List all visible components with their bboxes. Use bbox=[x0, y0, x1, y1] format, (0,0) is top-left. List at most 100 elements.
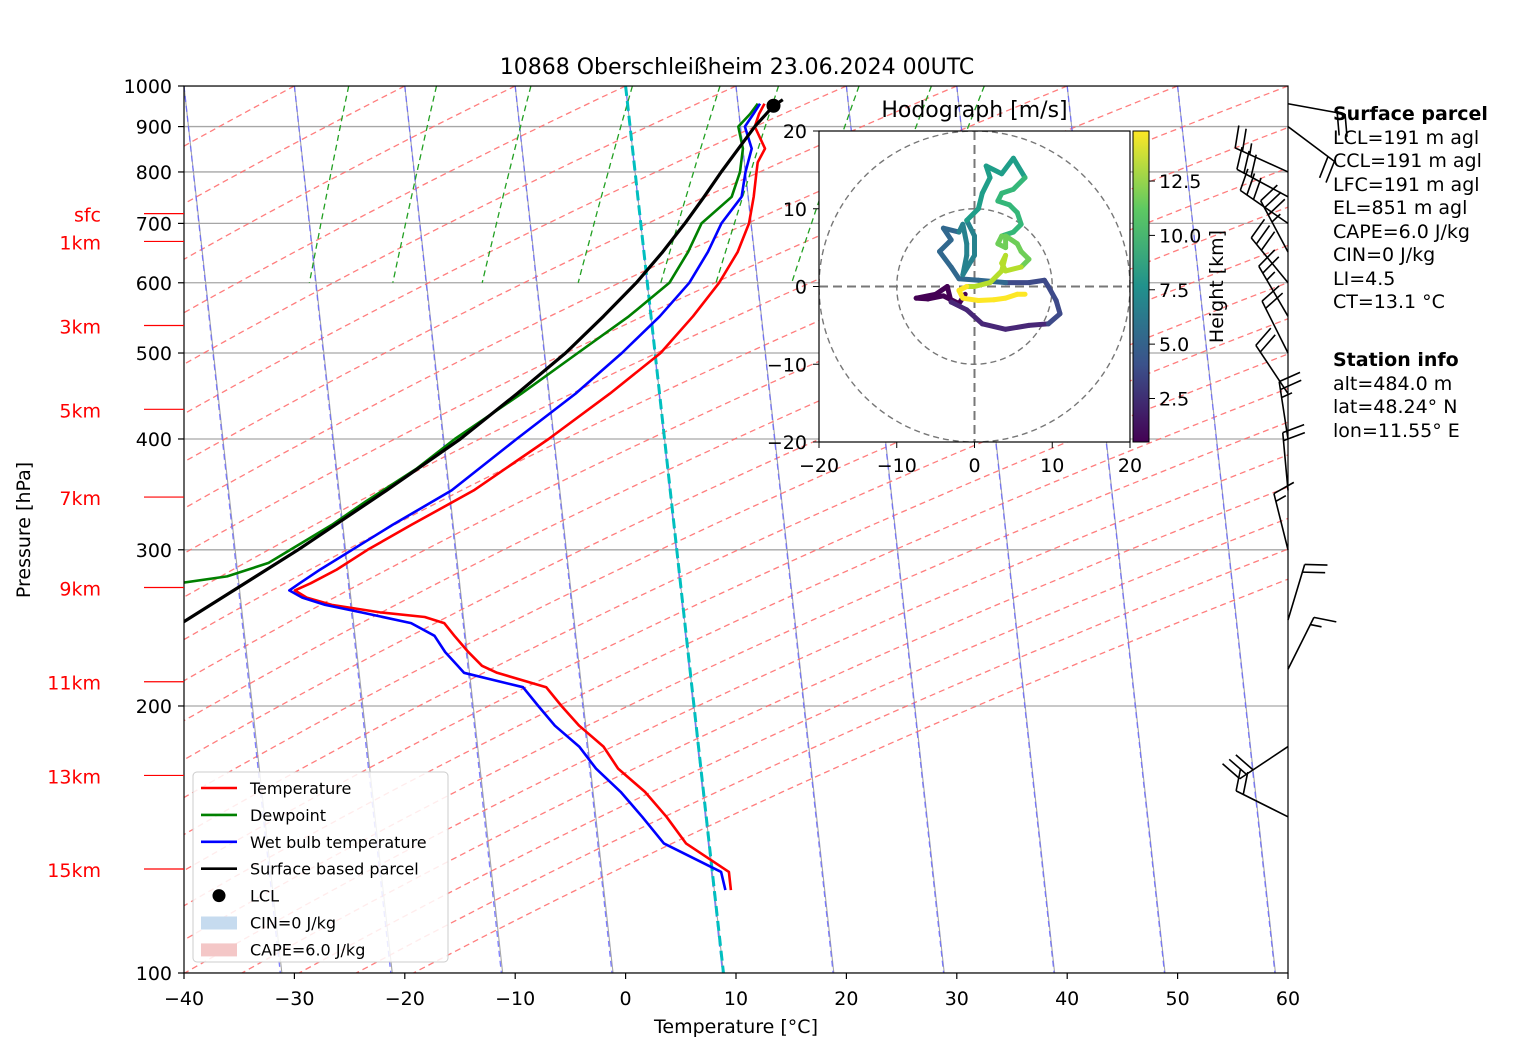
y-tick-label: 300 bbox=[136, 540, 172, 562]
x-tick-label: 20 bbox=[834, 988, 858, 1010]
station-info-title: Station info bbox=[1333, 349, 1460, 373]
wind-barb bbox=[1288, 127, 1334, 162]
legend-swatch bbox=[201, 917, 237, 930]
colorbar-label: Height [km] bbox=[1206, 230, 1228, 343]
wind-barb-flag bbox=[1280, 380, 1301, 389]
legend-label: CIN=0 J/kg bbox=[250, 914, 336, 933]
wind-barb bbox=[1283, 433, 1288, 491]
surface-parcel-panel: Surface parcel LCL=191 m agl CCL=191 m a… bbox=[1333, 103, 1488, 315]
colorbar-tick-label: 7.5 bbox=[1159, 280, 1189, 302]
x-tick-label: 30 bbox=[945, 988, 969, 1010]
hodograph: Hodograph [m/s]−20−20−10−1000101020202.5… bbox=[767, 98, 1228, 477]
x-tick-label: −20 bbox=[385, 988, 425, 1010]
colorbar-tick-label: 2.5 bbox=[1159, 389, 1189, 411]
wind-barb-flag bbox=[1242, 129, 1246, 152]
x-tick-label: 10 bbox=[724, 988, 748, 1010]
height-label: 7km bbox=[59, 488, 101, 510]
hodograph-colorbar bbox=[1133, 131, 1149, 442]
wind-barb-flag bbox=[1250, 143, 1252, 154]
hodograph-y-tick-label: −20 bbox=[767, 432, 807, 454]
wind-barb bbox=[1236, 791, 1288, 817]
y-tick-label: 800 bbox=[136, 162, 172, 184]
legend-label: Wet bulb temperature bbox=[250, 833, 427, 852]
hodograph-y-tick-label: −10 bbox=[767, 354, 807, 376]
legend-label: Temperature bbox=[249, 779, 351, 798]
surface-parcel-line: EL=851 m agl bbox=[1333, 197, 1488, 221]
y-axis-label: Pressure [hPa] bbox=[13, 462, 35, 598]
surface-parcel-line: CIN=0 J/kg bbox=[1333, 244, 1488, 268]
surface-parcel-line: LI=4.5 bbox=[1333, 268, 1488, 292]
legend-label: CAPE=6.0 J/kg bbox=[250, 940, 365, 959]
hodograph-trace bbox=[959, 279, 978, 281]
hodograph-title: Hodograph [m/s] bbox=[881, 98, 1067, 123]
hodograph-x-tick-label: −20 bbox=[799, 455, 839, 477]
height-label: 5km bbox=[59, 400, 101, 422]
height-label: 13km bbox=[47, 766, 101, 788]
wind-barbs bbox=[1223, 104, 1347, 817]
surface-parcel-line: LCL=191 m agl bbox=[1333, 127, 1488, 151]
x-tick-label: −10 bbox=[495, 988, 535, 1010]
mixing-ratio-line bbox=[309, 86, 348, 283]
y-tick-label: 900 bbox=[136, 117, 172, 139]
wind-barb bbox=[1274, 494, 1288, 550]
chart-title: 10868 Oberschleißheim 23.06.2024 00UTC bbox=[500, 55, 975, 80]
height-label: sfc bbox=[74, 205, 101, 227]
hodograph-y-tick-label: 20 bbox=[783, 121, 807, 143]
legend-label: Surface based parcel bbox=[250, 860, 419, 879]
wind-barb bbox=[1288, 564, 1305, 620]
wind-barb-flag bbox=[1320, 157, 1328, 178]
y-tick-label: 700 bbox=[136, 213, 172, 235]
surface-parcel-line: CCL=191 m agl bbox=[1333, 150, 1488, 174]
surface-parcel-line: CAPE=6.0 J/kg bbox=[1333, 221, 1488, 245]
hodograph-y-tick-label: 0 bbox=[795, 277, 807, 299]
x-tick-label: −30 bbox=[274, 988, 314, 1010]
y-tick-label: 600 bbox=[136, 273, 172, 295]
hodograph-trace bbox=[1029, 324, 1048, 326]
lcl-marker bbox=[767, 99, 781, 113]
hodograph-x-tick-label: 10 bbox=[1040, 455, 1064, 477]
station-info-panel: Station info alt=484.0 m lat=48.24° N lo… bbox=[1333, 349, 1460, 443]
surface-parcel-title: Surface parcel bbox=[1333, 103, 1488, 127]
legend-label: Dewpoint bbox=[250, 806, 326, 825]
wind-barb-flag bbox=[1282, 393, 1292, 398]
height-label: 11km bbox=[47, 673, 101, 695]
x-tick-label: −40 bbox=[164, 988, 204, 1010]
y-tick-label: 100 bbox=[136, 963, 172, 985]
colorbar-tick-label: 12.5 bbox=[1159, 171, 1201, 193]
hodograph-x-tick-label: −10 bbox=[877, 455, 917, 477]
x-tick-label: 60 bbox=[1276, 988, 1300, 1010]
station-info-line: lat=48.24° N bbox=[1333, 396, 1460, 420]
parcel-line bbox=[0, 100, 783, 884]
wind-barb-flag bbox=[1314, 617, 1336, 621]
legend: Temperature Dewpoint Wet bulb temperature S… bbox=[193, 772, 448, 962]
x-tick-label: 50 bbox=[1166, 988, 1190, 1010]
x-axis-label: Temperature [°C] bbox=[653, 1016, 818, 1038]
y-tick-label: 1000 bbox=[124, 76, 172, 98]
y-tick-label: 200 bbox=[136, 696, 172, 718]
y-tick-label: 400 bbox=[136, 429, 172, 451]
surface-parcel-line: LFC=191 m agl bbox=[1333, 174, 1488, 198]
height-label: 3km bbox=[59, 317, 101, 339]
y-tick-label: 500 bbox=[136, 343, 172, 365]
mixing-ratio-line bbox=[482, 86, 531, 283]
wind-barb-flag bbox=[1302, 572, 1325, 573]
mixing-ratio-line bbox=[393, 86, 437, 283]
wind-barb-flag bbox=[1305, 564, 1328, 565]
legend-swatch bbox=[201, 943, 237, 956]
wind-barb-flag bbox=[1274, 482, 1294, 493]
surface-parcel-line: CT=13.1 °C bbox=[1333, 291, 1488, 315]
colorbar-tick-label: 5.0 bbox=[1159, 334, 1189, 356]
hodograph-x-tick-label: 20 bbox=[1118, 455, 1142, 477]
wind-barb-flag bbox=[1236, 769, 1240, 791]
wind-barb bbox=[1235, 148, 1288, 172]
station-info-line: alt=484.0 m bbox=[1333, 373, 1460, 397]
wind-barb bbox=[1288, 617, 1314, 669]
hodograph-y-tick-label: 10 bbox=[783, 199, 807, 221]
wind-barb-flag bbox=[1267, 272, 1275, 280]
x-tick-label: 0 bbox=[620, 988, 632, 1010]
wind-barb-flag bbox=[1279, 372, 1300, 381]
height-label: 1km bbox=[59, 232, 101, 254]
height-label: 15km bbox=[47, 860, 101, 882]
